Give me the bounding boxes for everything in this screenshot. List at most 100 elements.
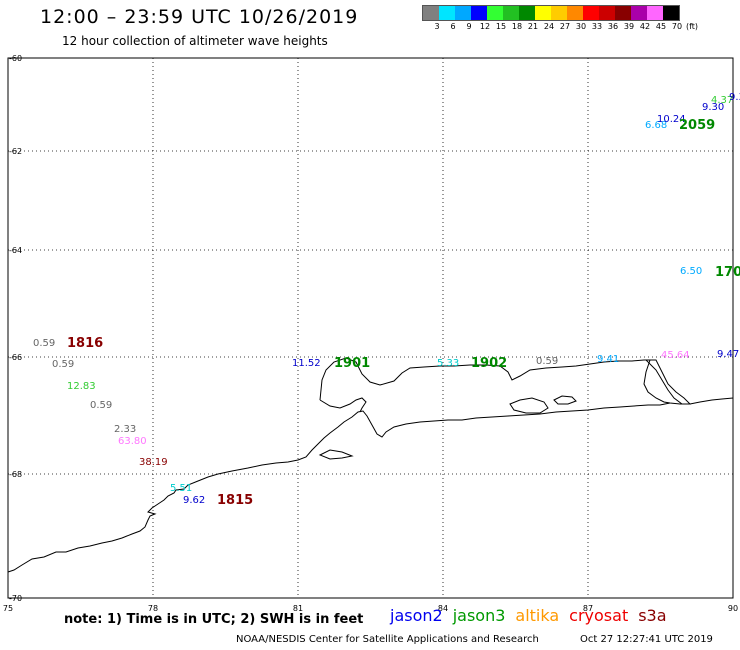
wave-height-value: 2.33 xyxy=(114,424,136,435)
color-swatch xyxy=(631,6,647,20)
color-scale-label: 27 xyxy=(559,22,571,31)
legend-item-altika: altika xyxy=(515,606,560,625)
wave-height-value: 0.59 xyxy=(33,338,55,349)
legend-item-jason2: jason2 xyxy=(390,606,443,625)
legend-item-jason3: jason3 xyxy=(452,606,506,625)
color-scale-label: 18 xyxy=(511,22,523,31)
latitude-label: -66 xyxy=(9,353,22,362)
color-swatch xyxy=(599,6,615,20)
longitude-label: 90 xyxy=(728,604,738,613)
wave-height-value: 4.37 xyxy=(711,95,733,106)
legend-item-cryosat: cryosat xyxy=(569,606,629,625)
color-scale-label: 9 xyxy=(466,22,472,31)
latitude-label: -62 xyxy=(9,147,22,156)
color-scale-label: 39 xyxy=(623,22,635,31)
wave-height-value: 9.30 xyxy=(702,102,724,113)
pass-time-label: 2059 xyxy=(679,118,715,133)
latitude-label: -68 xyxy=(9,470,22,479)
color-swatch xyxy=(615,6,631,20)
color-swatch xyxy=(455,6,471,20)
longitude-label: 84 xyxy=(438,604,448,613)
credit: NOAA/NESDIS Center for Satellite Applica… xyxy=(236,634,539,645)
island xyxy=(553,395,577,405)
legend-item-s3a: s3a xyxy=(638,606,667,625)
color-scale-label: 24 xyxy=(543,22,555,31)
coastline-north xyxy=(319,357,734,405)
glacier-tongue xyxy=(644,359,692,405)
color-swatch xyxy=(551,6,567,20)
wave-height-value: 0.59 xyxy=(90,400,112,411)
latitude-labels: -60 -62 -64 -66 -68 -70 xyxy=(9,54,22,603)
color-scale-label: 42 xyxy=(639,22,651,31)
color-scale-label: 45 xyxy=(655,22,667,31)
pass-time-label: 1815 xyxy=(217,493,253,508)
color-scale-labels: 3 6 9 12 15 18 21 24 27 30 33 36 39 42 45 70 (ft) xyxy=(422,21,698,33)
wave-height-value: 10.24 xyxy=(657,114,686,125)
wave-height-value: 45.64 xyxy=(661,350,690,361)
wave-height-value: 38.19 xyxy=(139,457,168,468)
wave-height-value: 9.62 xyxy=(183,495,205,506)
latitude-label: -64 xyxy=(9,246,22,255)
satellite-legend: jason2 jason3 altika cryosat s3a xyxy=(390,606,667,625)
longitude-labels: 75 78 81 84 87 90 xyxy=(3,604,738,613)
map-frame xyxy=(7,57,734,599)
wave-height-value: 9.47 xyxy=(717,349,739,360)
color-swatch xyxy=(503,6,519,20)
wave-height-value: 6.68 xyxy=(645,120,667,131)
color-swatch xyxy=(567,6,583,20)
coastline-inlet xyxy=(319,397,367,413)
island xyxy=(318,449,354,460)
wave-height-value: 0.59 xyxy=(536,356,558,367)
wave-height-value: 63.80 xyxy=(118,436,147,447)
color-scale-unit: (ft) xyxy=(685,22,699,31)
color-swatch xyxy=(439,6,455,20)
color-scale-label: 33 xyxy=(591,22,603,31)
color-swatch xyxy=(423,6,439,20)
color-scale-swatches xyxy=(422,5,680,21)
wave-height-value: 9.41 xyxy=(597,354,619,365)
color-scale: 3 6 9 12 15 18 21 24 27 30 33 36 39 42 45 70 (ft) xyxy=(422,5,698,33)
color-scale-label: 6 xyxy=(450,22,456,31)
island xyxy=(509,397,549,414)
color-swatch xyxy=(663,6,679,20)
longitude-label: 78 xyxy=(148,604,158,613)
latitude-label: -60 xyxy=(9,54,22,63)
color-scale-label: 36 xyxy=(607,22,619,31)
color-swatch xyxy=(535,6,551,20)
color-scale-label: 21 xyxy=(527,22,539,31)
footnote: note: 1) Time is in UTC; 2) SWH is in fe… xyxy=(64,612,364,627)
wave-height-value: 12.83 xyxy=(67,381,96,392)
color-swatch xyxy=(487,6,503,20)
longitude-label: 75 xyxy=(3,604,13,613)
color-swatch xyxy=(471,6,487,20)
color-swatch xyxy=(647,6,663,20)
color-scale-label: 30 xyxy=(575,22,587,31)
pass-time-label: 1902 xyxy=(471,356,507,371)
color-swatch xyxy=(583,6,599,20)
color-scale-label: 70 xyxy=(671,22,683,31)
color-scale-label: 12 xyxy=(479,22,491,31)
color-scale-label: 3 xyxy=(434,22,440,31)
coastline xyxy=(7,402,671,573)
wave-height-value: 11.52 xyxy=(292,358,321,369)
wave-height-value: 5.33 xyxy=(437,358,459,369)
satellite-pass-labels: 1816 1815 1901 1902 2059 170 xyxy=(67,118,740,508)
page-title: 12:00 – 23:59 UTC 10/26/2019 xyxy=(40,6,359,28)
longitude-label: 87 xyxy=(583,604,593,613)
latitude-label: -70 xyxy=(9,594,22,603)
color-scale-label: 15 xyxy=(495,22,507,31)
wave-height-value: 5.51 xyxy=(170,483,192,494)
wave-height-value: 0.59 xyxy=(52,359,74,370)
pass-time-label: 1816 xyxy=(67,336,103,351)
wave-height-value: 9.3 xyxy=(729,92,740,103)
pass-time-label: 170 xyxy=(715,265,740,280)
wave-height-value: 6.50 xyxy=(680,266,702,277)
longitude-label: 81 xyxy=(293,604,303,613)
graticule xyxy=(8,58,733,598)
color-swatch xyxy=(519,6,535,20)
page-subtitle: 12 hour collection of altimeter wave hei… xyxy=(62,34,328,48)
pass-time-label: 1901 xyxy=(334,356,370,371)
altimeter-observations: 0.590.5912.830.592.3363.8038.195.519.621… xyxy=(33,92,740,506)
generated-timestamp: Oct 27 12:27:41 UTC 2019 xyxy=(580,634,713,645)
